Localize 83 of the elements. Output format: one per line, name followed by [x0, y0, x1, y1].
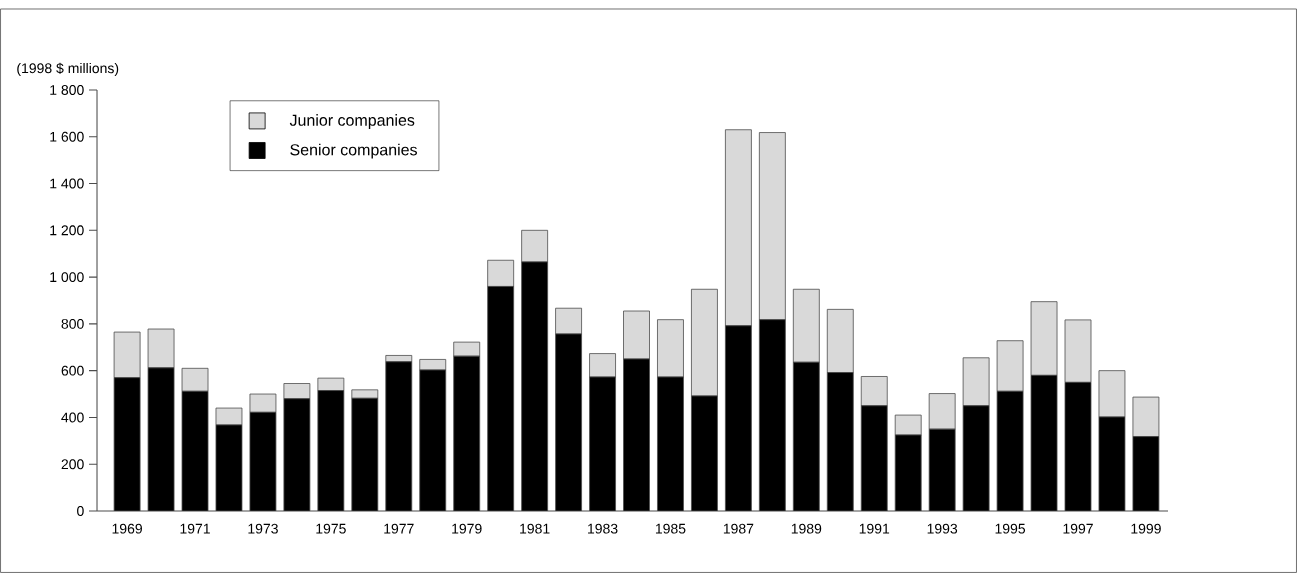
x-tick-label: 1985: [655, 523, 686, 534]
y-tick-label: 0: [77, 506, 84, 516]
bar: [453, 341, 481, 357]
bar: [1098, 416, 1125, 511]
bar: [351, 398, 378, 511]
bar: [860, 376, 888, 407]
y-tick-label: 800: [61, 318, 84, 329]
bar: [555, 333, 582, 511]
bar: [249, 412, 276, 511]
bar: [759, 319, 786, 511]
x-tick-label: 1995: [995, 523, 1026, 534]
x-tick-label: 1983: [588, 523, 618, 534]
bar: [793, 362, 820, 511]
x-tick-label: 1993: [927, 523, 958, 534]
x-tick-label: 1975: [316, 523, 346, 534]
bar: [657, 376, 684, 511]
bar: [283, 383, 311, 400]
bar: [1132, 436, 1160, 511]
bar: [317, 390, 344, 511]
bar: [1031, 375, 1058, 511]
bar: [249, 393, 277, 413]
y-tick-label: 1 400: [50, 178, 84, 189]
bar: [114, 377, 141, 511]
bar: [1065, 382, 1092, 511]
bar: [691, 395, 718, 511]
legend-label: Senior companies: [290, 143, 417, 159]
bar: [861, 405, 888, 511]
x-tick-label: 1987: [723, 523, 754, 534]
bar: [826, 308, 854, 373]
bar: [1098, 370, 1126, 418]
bar: [148, 367, 175, 511]
y-tick-label: 1 200: [50, 225, 84, 236]
bar: [623, 358, 650, 511]
x-tick-label: 1973: [248, 523, 278, 534]
y-axis-title: (1998 $ millions): [17, 62, 119, 76]
y-tick-label: 600: [61, 365, 84, 376]
bar: [182, 391, 209, 511]
bar: [351, 389, 379, 399]
bar: [929, 429, 956, 511]
bar: [555, 307, 582, 335]
x-tick-label: 1969: [112, 523, 142, 534]
bar: [147, 328, 175, 369]
bar: [487, 286, 514, 511]
bar: [419, 369, 446, 511]
y-tick-label: 400: [61, 412, 84, 423]
y-tick-label: 1 600: [50, 131, 84, 142]
bar: [996, 340, 1024, 392]
bar: [691, 288, 718, 397]
bar: [385, 361, 412, 511]
x-tick-label: 1989: [791, 523, 822, 534]
y-tick-label: 1 800: [50, 85, 84, 95]
bar: [928, 393, 956, 430]
bar: [657, 319, 684, 378]
x-tick-label: 1979: [452, 523, 482, 534]
bar: [725, 325, 752, 511]
bar: [521, 261, 548, 511]
bar: [215, 407, 243, 426]
bar: [283, 398, 310, 511]
bar: [623, 310, 650, 360]
bar: [962, 357, 990, 407]
x-tick-label: 1977: [384, 523, 414, 534]
bar: [1064, 319, 1092, 383]
bar: [894, 414, 922, 436]
bar: [895, 434, 922, 511]
x-tick-label: 1971: [180, 523, 210, 534]
x-tick-label: 1991: [859, 523, 890, 534]
bar: [963, 405, 990, 511]
bar: [453, 356, 480, 511]
x-tick-label: 1999: [1131, 523, 1161, 534]
bar: [827, 372, 854, 511]
bar: [589, 376, 616, 511]
bar: [792, 288, 820, 363]
y-tick-label: 200: [61, 459, 84, 470]
bar: [317, 377, 345, 391]
bar: [181, 367, 209, 392]
x-tick-label: 1981: [520, 523, 550, 534]
x-tick-label: 1997: [1063, 523, 1093, 534]
bar: [589, 353, 616, 378]
bar: [1030, 301, 1058, 376]
y-tick-label: 1 000: [50, 272, 84, 283]
bar: [215, 424, 242, 511]
bar: [997, 391, 1024, 511]
legend-label: Junior companies: [289, 114, 415, 130]
